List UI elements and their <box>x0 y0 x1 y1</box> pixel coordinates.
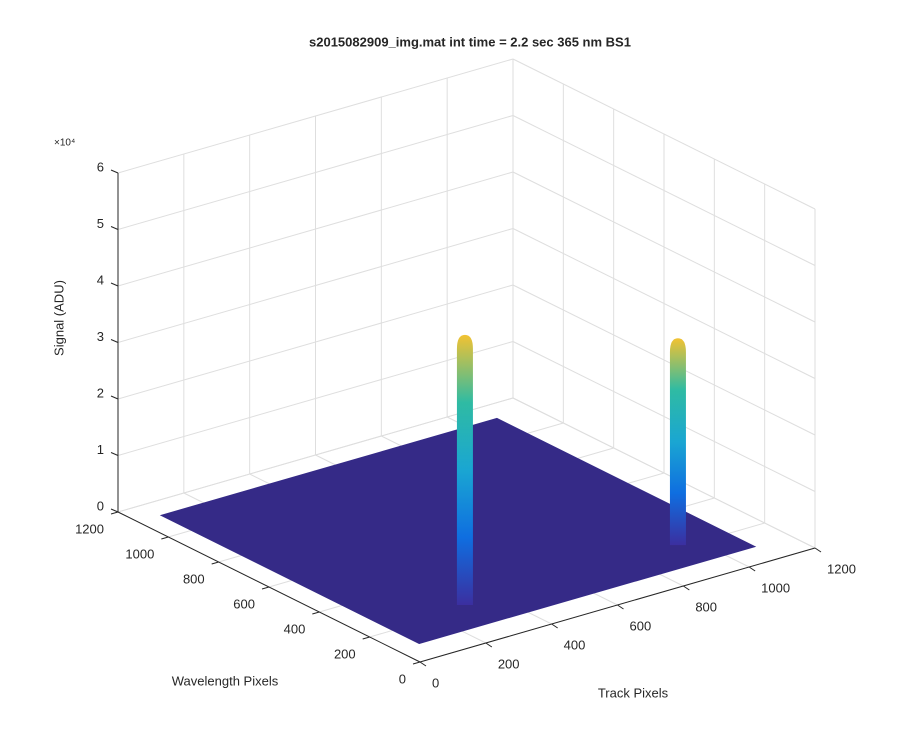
y-tick <box>261 586 270 590</box>
y-tick <box>211 561 219 565</box>
y-tick <box>110 511 119 515</box>
chart-title: s2015082909_img.mat int time = 2.2 sec 3… <box>309 34 631 49</box>
wall-grid-line <box>512 284 816 436</box>
z-tick-label: 3 <box>97 329 104 344</box>
z-tick-label: 6 <box>97 159 104 174</box>
x-axis-label: Track Pixels <box>598 685 669 700</box>
wall-grid-line <box>512 58 816 210</box>
wall-grid-line <box>512 397 816 549</box>
x-tick <box>748 566 756 572</box>
x-tick-label: 1000 <box>761 580 790 595</box>
z-tick-label: 2 <box>97 385 104 400</box>
y-axis-label: Wavelength Pixels <box>172 673 279 688</box>
wall-grid-line <box>117 397 514 513</box>
peak <box>669 338 686 546</box>
z-tick <box>110 282 119 287</box>
x-tick-label: 0 <box>432 675 439 690</box>
x-tick-label: 600 <box>630 618 652 633</box>
x-tick <box>814 547 822 553</box>
wall-grid-line <box>117 171 514 287</box>
y-tick-label: 400 <box>284 621 306 636</box>
wall-grid-line <box>512 341 816 492</box>
x-tick <box>617 604 624 610</box>
z-tick <box>110 508 119 513</box>
x-tick <box>551 623 558 629</box>
y-tick-label: 800 <box>183 571 205 586</box>
wall-grid-line <box>512 171 816 323</box>
z-tick <box>110 226 119 230</box>
wall-grid-line <box>512 115 816 266</box>
z-tick <box>110 339 119 343</box>
z-tick <box>110 395 119 400</box>
y-tick-label: 1200 <box>75 521 104 536</box>
wall-grid-line <box>117 115 514 230</box>
wall-grid-line <box>117 341 514 456</box>
z-multiplier: ×10⁴ <box>54 138 75 149</box>
x-tick <box>419 661 427 667</box>
z-tick-label: 0 <box>97 498 104 513</box>
y-tick-label: 1000 <box>125 546 154 561</box>
wall-grid-line <box>512 228 816 379</box>
z-tick-label: 1 <box>97 442 104 457</box>
x-tick <box>683 585 690 591</box>
y-tick-label: 0 <box>399 671 406 686</box>
z-tick <box>110 452 119 456</box>
wall-grid-line <box>117 228 514 343</box>
z-tick-label: 5 <box>97 216 104 231</box>
x-tick-label: 1200 <box>827 561 856 576</box>
wall-grid-line <box>117 58 514 174</box>
y-tick <box>362 636 370 640</box>
y-tick-label: 200 <box>334 646 356 661</box>
x-tick-label: 400 <box>564 637 586 652</box>
x-tick-label: 200 <box>498 656 520 671</box>
z-tick <box>110 169 119 174</box>
x-tick-label: 800 <box>695 599 717 614</box>
peak <box>456 334 473 605</box>
x-tick <box>485 642 493 648</box>
z-axis-label: Signal (ADU) <box>51 280 66 356</box>
y-tick <box>412 661 421 665</box>
y-tick <box>161 536 169 540</box>
wall-grid-line <box>117 284 514 400</box>
y-tick <box>312 611 320 615</box>
z-tick-label: 4 <box>97 272 104 287</box>
y-tick-label: 600 <box>233 596 255 611</box>
